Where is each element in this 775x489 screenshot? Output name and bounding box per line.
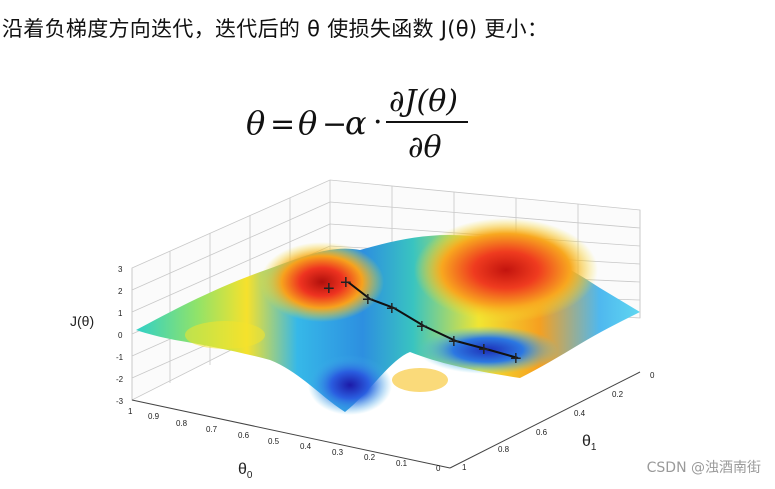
z-tick: 1 — [118, 309, 123, 318]
formula-dot: · — [373, 105, 383, 140]
x-tick: 0 — [436, 464, 441, 473]
x-tick: 0.4 — [300, 442, 312, 451]
watermark: CSDN @浊酒南街 — [646, 460, 761, 476]
y-tick: 0 — [650, 371, 655, 380]
path-marker: + — [416, 316, 428, 338]
path-marker: + — [323, 278, 335, 300]
z-tick: 2 — [118, 287, 123, 296]
y-tick: 0.8 — [498, 445, 510, 454]
formula-theta: θ — [298, 104, 317, 142]
x-tick: 0.3 — [332, 448, 344, 457]
path-marker: + — [448, 331, 460, 353]
formula-lhs: θ — [246, 104, 265, 142]
z-axis-label: J(θ) — [70, 313, 94, 329]
y-ticks: 0 0.2 0.4 0.6 0.8 1 — [462, 371, 655, 472]
z-tick: -3 — [116, 397, 124, 406]
formula-numerator: ∂J(θ) — [389, 84, 458, 119]
x-tick: 0.7 — [206, 425, 218, 434]
formula-equals: = — [270, 107, 295, 142]
y-tick: 1 — [462, 463, 467, 472]
path-markers: + + + + + + + + — [323, 272, 522, 370]
y-axis-label: θ1 — [582, 433, 597, 453]
heading-text: 沿着负梯度方向迭代，迭代后的 θ 使损失函数 J(θ) 更小： — [2, 17, 549, 41]
y-tick: 0.4 — [574, 409, 586, 418]
x-ticks: 1 0.9 0.8 0.7 0.6 0.5 0.4 0.3 0.2 0.1 0 — [128, 407, 441, 473]
path-marker: + — [386, 298, 398, 320]
x-tick: 0.1 — [396, 459, 408, 468]
x-tick: 1 — [128, 407, 133, 416]
y-tick: 0.6 — [536, 428, 548, 437]
formula-alpha: α — [345, 104, 367, 142]
descent-path — [347, 281, 519, 359]
path-marker: + — [340, 272, 352, 294]
x-tick: 0.8 — [176, 419, 188, 428]
path-marker: + — [478, 339, 490, 361]
floor-axes — [131, 371, 641, 469]
path-marker: + — [362, 289, 374, 311]
z-ticks: 3 2 1 0 -1 -2 -3 — [116, 265, 124, 406]
z-tick: 3 — [118, 265, 123, 274]
x-tick: 0.6 — [238, 431, 250, 440]
z-tick: 0 — [118, 331, 123, 340]
x-tick: 0.2 — [364, 453, 376, 462]
x-axis-label: θ0 — [238, 461, 253, 481]
loss-surface — [136, 218, 640, 415]
x-tick: 0.5 — [268, 437, 280, 446]
formula-minus: − — [322, 107, 347, 142]
z-tick: -1 — [116, 353, 124, 362]
x-tick: 0.9 — [148, 412, 160, 421]
z-tick: -2 — [116, 375, 124, 384]
formula-denominator: ∂θ — [408, 130, 442, 165]
path-marker: + — [510, 348, 522, 370]
y-tick: 0.2 — [612, 390, 624, 399]
